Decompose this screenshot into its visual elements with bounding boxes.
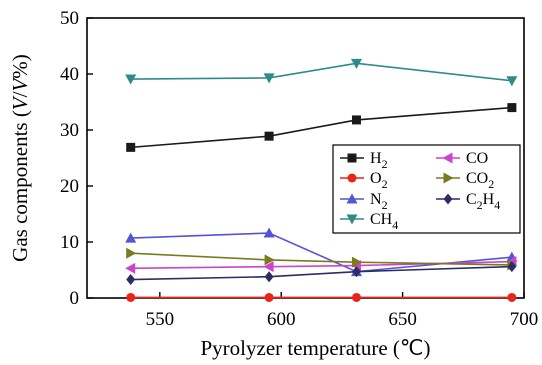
legend-item-c2h4: C2H4	[436, 191, 500, 212]
data-point-h2	[264, 131, 274, 141]
data-point-h2	[507, 103, 517, 113]
legend-label: C2H4	[466, 191, 500, 212]
legend-swatch-marker	[346, 193, 358, 204]
data-point-n2	[263, 227, 275, 238]
data-point-ch4	[350, 58, 362, 69]
y-tick-label: 30	[60, 120, 79, 141]
legend-item-co2: CO2	[436, 170, 494, 191]
legend-item-o2: O2	[340, 170, 388, 191]
legend-swatch-marker	[346, 214, 358, 225]
series-line-h2	[130, 106, 512, 149]
legend-item-n2: N2	[340, 191, 388, 212]
data-point-o2	[351, 292, 361, 302]
legend-label: CO	[466, 150, 488, 167]
data-point-co2	[264, 254, 275, 266]
series-ch4	[125, 58, 518, 87]
data-point-o2	[264, 292, 274, 302]
data-point-ch4	[263, 73, 275, 84]
legend-swatch-marker	[443, 193, 453, 205]
legend-swatch-marker	[442, 152, 453, 164]
data-point-co	[125, 262, 136, 274]
data-point-co2	[351, 256, 362, 268]
y-tick-label: 10	[60, 232, 79, 253]
legend-item-co: CO	[436, 150, 488, 167]
data-point-ch4	[506, 76, 518, 87]
data-point-c2h4	[507, 261, 517, 273]
data-point-o2	[126, 292, 136, 302]
legend-label: O2	[370, 170, 388, 191]
legend-item-h2: H2	[340, 150, 388, 171]
series-o2	[126, 292, 517, 302]
legend-label: CH4	[370, 211, 398, 232]
data-point-n2	[125, 232, 137, 243]
series-line-co2	[130, 252, 512, 266]
x-axis-title: Pyrolyzer temperature (℃)	[201, 336, 431, 360]
legend-label: H2	[370, 150, 388, 171]
series-line-co	[130, 260, 512, 270]
series-h2	[126, 103, 517, 152]
legend-swatch-marker	[347, 153, 357, 163]
data-point-ch4	[125, 74, 137, 85]
y-tick-label: 50	[60, 8, 79, 29]
legend-box	[332, 144, 521, 234]
legend-label: CO2	[466, 170, 494, 191]
legend-label: N2	[370, 191, 388, 212]
data-point-h2	[351, 115, 361, 125]
data-point-h2	[126, 142, 136, 152]
series-n2	[125, 227, 518, 277]
x-tick-label: 650	[388, 309, 417, 330]
y-tick-label: 20	[60, 176, 79, 197]
data-point-c2h4	[351, 266, 361, 278]
data-point-co	[263, 261, 274, 273]
data-point-c2h4	[264, 271, 274, 283]
y-tick-label: 40	[60, 64, 79, 85]
data-point-c2h4	[126, 274, 136, 286]
data-point-o2	[507, 292, 517, 302]
series-layer	[125, 58, 518, 302]
y-axis-title: Gas components (V/V%)	[8, 54, 32, 262]
y-tick-label: 0	[70, 288, 80, 309]
axis-titles: Pyrolyzer temperature (℃) Gas components …	[8, 54, 431, 360]
legend-swatch-marker	[443, 172, 454, 184]
x-tick-label: 600	[267, 309, 296, 330]
x-tick-label: 700	[510, 309, 539, 330]
series-c2h4	[126, 261, 517, 286]
legend-item-ch4: CH4	[340, 211, 398, 232]
series-line-ch4	[130, 62, 512, 82]
series-co	[125, 256, 517, 274]
data-point-co2	[126, 247, 137, 259]
legend-swatch-marker	[347, 173, 357, 183]
series-line-n2	[130, 232, 512, 273]
series-line-c2h4	[130, 265, 512, 281]
x-tick-label: 550	[146, 309, 175, 330]
